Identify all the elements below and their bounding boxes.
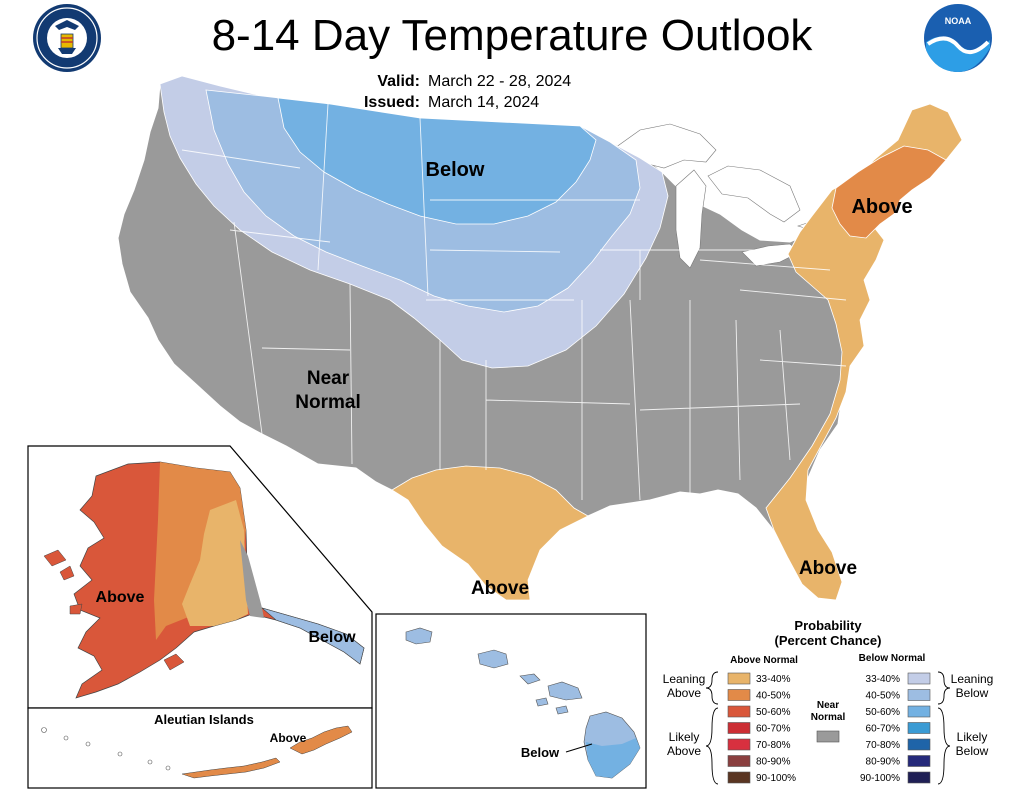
legend-above-range-label: 80-90% xyxy=(756,757,791,768)
legend-near-line1: Near xyxy=(817,700,839,711)
legend-below-range-label: 90-100% xyxy=(860,773,900,784)
legend-above-swatch xyxy=(727,672,751,685)
legend-below-header: Below Normal xyxy=(859,653,926,664)
valid-row: Valid: March 22 - 28, 2024 xyxy=(346,72,571,92)
alaska-above-label: Above xyxy=(96,589,145,606)
legend-above-swatch xyxy=(727,738,751,751)
aleutian-above-label: Above xyxy=(270,731,307,745)
valid-label: Valid: xyxy=(377,73,420,90)
legend-below-range-label: 60-70% xyxy=(866,724,901,735)
hawaii-below-label: Below xyxy=(521,745,560,760)
noaa-logo-icon: NOAA xyxy=(924,4,992,72)
legend-likely-above-line2: Above xyxy=(667,744,701,758)
legend-likely-above-line1: Likely xyxy=(669,730,700,744)
legend-leaning-below-line1: Leaning xyxy=(951,672,994,686)
alaska-panhandle-below-region xyxy=(261,607,365,665)
legend-near-normal-swatch xyxy=(816,730,840,743)
legend-below-swatch xyxy=(907,672,931,685)
conus-below-50-60-region xyxy=(277,97,597,225)
legend-below-range-label: 40-50% xyxy=(866,691,901,702)
aleutian-western-islands xyxy=(41,727,171,771)
state-boundaries xyxy=(181,103,847,501)
legend-below-range-label: 50-60% xyxy=(866,707,901,718)
legend-likely-below-line2: Below xyxy=(956,744,989,758)
great-lakes xyxy=(611,123,847,269)
aleutian-title: Aleutian Islands xyxy=(154,712,254,727)
near-normal-label-line1: Near xyxy=(307,368,350,389)
legend-below-classes: 33-40% 40-50% 50-60% 60-70% 70-80% 80-90% 90-1… xyxy=(860,672,931,784)
conus-below-label: Below xyxy=(426,159,485,181)
legend-above-range-label: 50-60% xyxy=(756,707,791,718)
legend-below-swatch xyxy=(907,771,931,784)
hawaii-below-leader-line xyxy=(565,743,593,753)
conus-map xyxy=(117,75,963,601)
hawaii-big-island-below-50-60 xyxy=(586,738,640,778)
legend-below-swatch xyxy=(907,705,931,718)
alaska-below-label: Below xyxy=(308,629,356,646)
aleutian-chain xyxy=(181,725,353,779)
legend-braces xyxy=(705,671,951,785)
page-title: 8-14 Day Temperature Outlook xyxy=(211,11,813,60)
legend-title-line2: (Percent Chance) xyxy=(775,633,882,648)
department-of-commerce-seal-icon xyxy=(33,4,101,72)
legend-below-range-label: 33-40% xyxy=(866,674,901,685)
valid-value: March 22 - 28, 2024 xyxy=(428,73,572,90)
legend-below-swatch xyxy=(907,722,931,734)
legend-likely-below-line1: Likely xyxy=(957,730,988,744)
legend-leaning-above-line2: Above xyxy=(667,686,701,700)
legend-above-swatch xyxy=(727,689,751,701)
alaska-near-normal-region xyxy=(240,540,264,618)
legend-above-range-label: 40-50% xyxy=(756,691,791,702)
legend-leaning-above-line1: Leaning xyxy=(663,672,706,686)
legend-title-line1: Probability xyxy=(794,618,862,633)
conus-lean-above-texas-region xyxy=(391,465,589,601)
conus-lean-above-east-region xyxy=(765,103,963,601)
legend: Probability (Percent Chance) Above Norma… xyxy=(663,618,994,785)
issued-value: March 14, 2024 xyxy=(428,94,540,111)
legend-below-swatch xyxy=(907,738,931,751)
legend-above-swatch xyxy=(727,755,751,767)
issued-label: Issued: xyxy=(363,94,420,111)
conus-above-ne-label: Above xyxy=(851,196,912,218)
legend-above-range-label: 33-40% xyxy=(756,674,791,685)
issued-row: Issued: March 14, 2024 xyxy=(346,93,539,113)
legend-above-swatch xyxy=(727,705,751,718)
legend-leaning-below-line2: Below xyxy=(956,686,989,700)
legend-above-range-label: 70-80% xyxy=(756,740,791,751)
legend-above-range-label: 60-70% xyxy=(756,724,791,735)
legend-above-header: Above Normal xyxy=(730,655,798,666)
conus-above-40-50-region xyxy=(831,145,947,239)
alaska-lean-above-region xyxy=(182,500,248,626)
alaska-inset xyxy=(27,445,373,709)
noaa-logo-text: NOAA xyxy=(945,16,972,26)
aleutian-inset xyxy=(27,707,373,789)
near-normal-label-line2: Normal xyxy=(295,392,360,413)
texas-above-label: Above xyxy=(471,578,529,599)
legend-above-swatch xyxy=(727,722,751,734)
legend-below-range-label: 80-90% xyxy=(866,757,901,768)
legend-below-swatch xyxy=(907,755,931,767)
legend-below-swatch xyxy=(907,689,931,701)
florida-above-label: Above xyxy=(799,558,857,579)
legend-above-classes: 33-40% 40-50% 50-60% 60-70% 70-80% 80-90% 90-1… xyxy=(727,672,796,784)
legend-near-line2: Normal xyxy=(811,712,846,723)
hawaii-inset xyxy=(375,613,647,789)
legend-above-range-label: 90-100% xyxy=(756,773,796,784)
legend-above-swatch xyxy=(727,771,751,784)
legend-below-range-label: 70-80% xyxy=(866,740,901,751)
